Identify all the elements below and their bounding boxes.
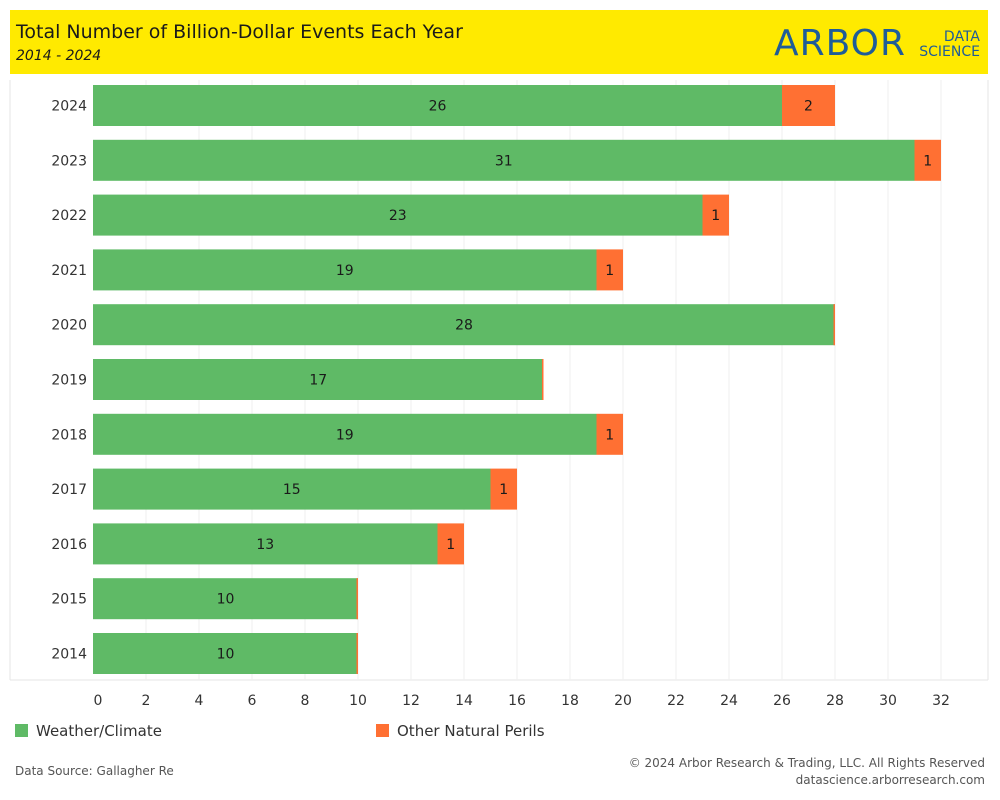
bar-other bbox=[782, 85, 835, 126]
x-tick-label: 4 bbox=[195, 693, 204, 709]
y-tick-label: 2019 bbox=[51, 373, 87, 389]
chart-subtitle: 2014 - 2024 bbox=[16, 48, 102, 64]
logo-main-text: ARBOR bbox=[773, 23, 906, 64]
y-tick-label: 2024 bbox=[51, 99, 87, 115]
copyright-text: © 2024 Arbor Research & Trading, LLC. Al… bbox=[628, 756, 985, 770]
data-label-other: 1 bbox=[711, 208, 720, 224]
bar-other-edge bbox=[356, 578, 358, 620]
data-label-other: 2 bbox=[804, 99, 813, 115]
x-tick-label: 24 bbox=[720, 693, 738, 709]
header-banner: Total Number of Billion-Dollar Events Ea… bbox=[10, 10, 988, 74]
data-label-weather: 26 bbox=[429, 99, 447, 115]
chart-title: Total Number of Billion-Dollar Events Ea… bbox=[16, 21, 463, 43]
y-tick-label: 2014 bbox=[51, 647, 87, 663]
bar-other bbox=[914, 139, 941, 181]
data-label-other: 1 bbox=[605, 427, 614, 443]
y-tick-label: 2015 bbox=[51, 592, 87, 608]
data-label-weather: 10 bbox=[217, 647, 235, 663]
legend-swatch-other bbox=[376, 724, 389, 737]
data-label-other: 1 bbox=[499, 482, 508, 498]
arbor-logo: ARBOR DATA SCIENCE bbox=[774, 24, 980, 64]
logo-line2: SCIENCE bbox=[919, 44, 980, 60]
bar-weather bbox=[93, 249, 597, 291]
legend-item-weather: Weather/Climate bbox=[15, 722, 162, 740]
bar-other bbox=[596, 249, 623, 291]
data-source: Data Source: Gallagher Re bbox=[15, 764, 174, 778]
y-tick-label: 2017 bbox=[51, 482, 87, 498]
website-link[interactable]: datascience.arborresearch.com bbox=[795, 773, 985, 787]
x-tick-label: 26 bbox=[773, 693, 791, 709]
x-tick-label: 6 bbox=[248, 693, 257, 709]
data-label-other: 1 bbox=[446, 537, 455, 553]
x-tick-label: 20 bbox=[614, 693, 632, 709]
data-label-weather: 17 bbox=[309, 373, 327, 389]
data-label-other: 1 bbox=[605, 263, 614, 279]
data-label-weather: 19 bbox=[336, 427, 354, 443]
y-tick-label: 2021 bbox=[51, 263, 87, 279]
data-label-weather: 13 bbox=[256, 537, 274, 553]
y-tick-label: 2020 bbox=[51, 318, 87, 334]
bar-other bbox=[437, 523, 464, 565]
data-label-other: 1 bbox=[923, 153, 932, 169]
legend-item-other: Other Natural Perils bbox=[376, 722, 545, 740]
bar-weather bbox=[93, 194, 703, 236]
data-label-weather: 15 bbox=[283, 482, 301, 498]
y-tick-label: 2016 bbox=[51, 537, 87, 553]
x-tick-label: 32 bbox=[932, 693, 950, 709]
data-label-weather: 10 bbox=[217, 592, 235, 608]
x-tick-label: 18 bbox=[561, 693, 579, 709]
bar-weather bbox=[93, 523, 438, 565]
bar-weather bbox=[93, 139, 915, 181]
bar-other-edge bbox=[833, 304, 835, 346]
bar-weather bbox=[93, 578, 358, 620]
bar-other-edge bbox=[542, 359, 544, 400]
legend-label-other: Other Natural Perils bbox=[397, 722, 545, 740]
x-tick-label: 2 bbox=[142, 693, 151, 709]
x-tick-label: 14 bbox=[455, 693, 473, 709]
bar-weather bbox=[93, 359, 544, 400]
data-label-weather: 31 bbox=[495, 153, 513, 169]
bar-weather bbox=[93, 304, 835, 346]
bar-other bbox=[702, 194, 729, 236]
x-tick-label: 16 bbox=[508, 693, 526, 709]
bar-other bbox=[596, 413, 623, 455]
bar-weather bbox=[93, 413, 597, 455]
y-tick-label: 2018 bbox=[51, 427, 87, 443]
bar-weather bbox=[93, 85, 782, 126]
bar-other-edge bbox=[356, 633, 358, 674]
copyright-block: © 2024 Arbor Research & Trading, LLC. Al… bbox=[629, 755, 985, 789]
bar-weather bbox=[93, 468, 491, 510]
bar-other bbox=[490, 468, 517, 510]
logo-line1: DATA bbox=[943, 29, 980, 45]
y-tick-label: 2022 bbox=[51, 208, 87, 224]
x-tick-label: 28 bbox=[826, 693, 844, 709]
bar-weather bbox=[93, 633, 358, 674]
legend-swatch-weather bbox=[15, 724, 28, 737]
x-tick-label: 12 bbox=[402, 693, 420, 709]
y-tick-label: 2023 bbox=[51, 153, 87, 169]
x-tick-label: 22 bbox=[667, 693, 685, 709]
data-label-weather: 23 bbox=[389, 208, 407, 224]
data-label-weather: 19 bbox=[336, 263, 354, 279]
x-tick-label: 30 bbox=[879, 693, 897, 709]
data-label-weather: 28 bbox=[455, 318, 473, 334]
x-tick-label: 8 bbox=[301, 693, 310, 709]
x-tick-label: 0 bbox=[94, 693, 103, 709]
legend-label-weather: Weather/Climate bbox=[36, 722, 162, 740]
x-tick-label: 10 bbox=[349, 693, 367, 709]
